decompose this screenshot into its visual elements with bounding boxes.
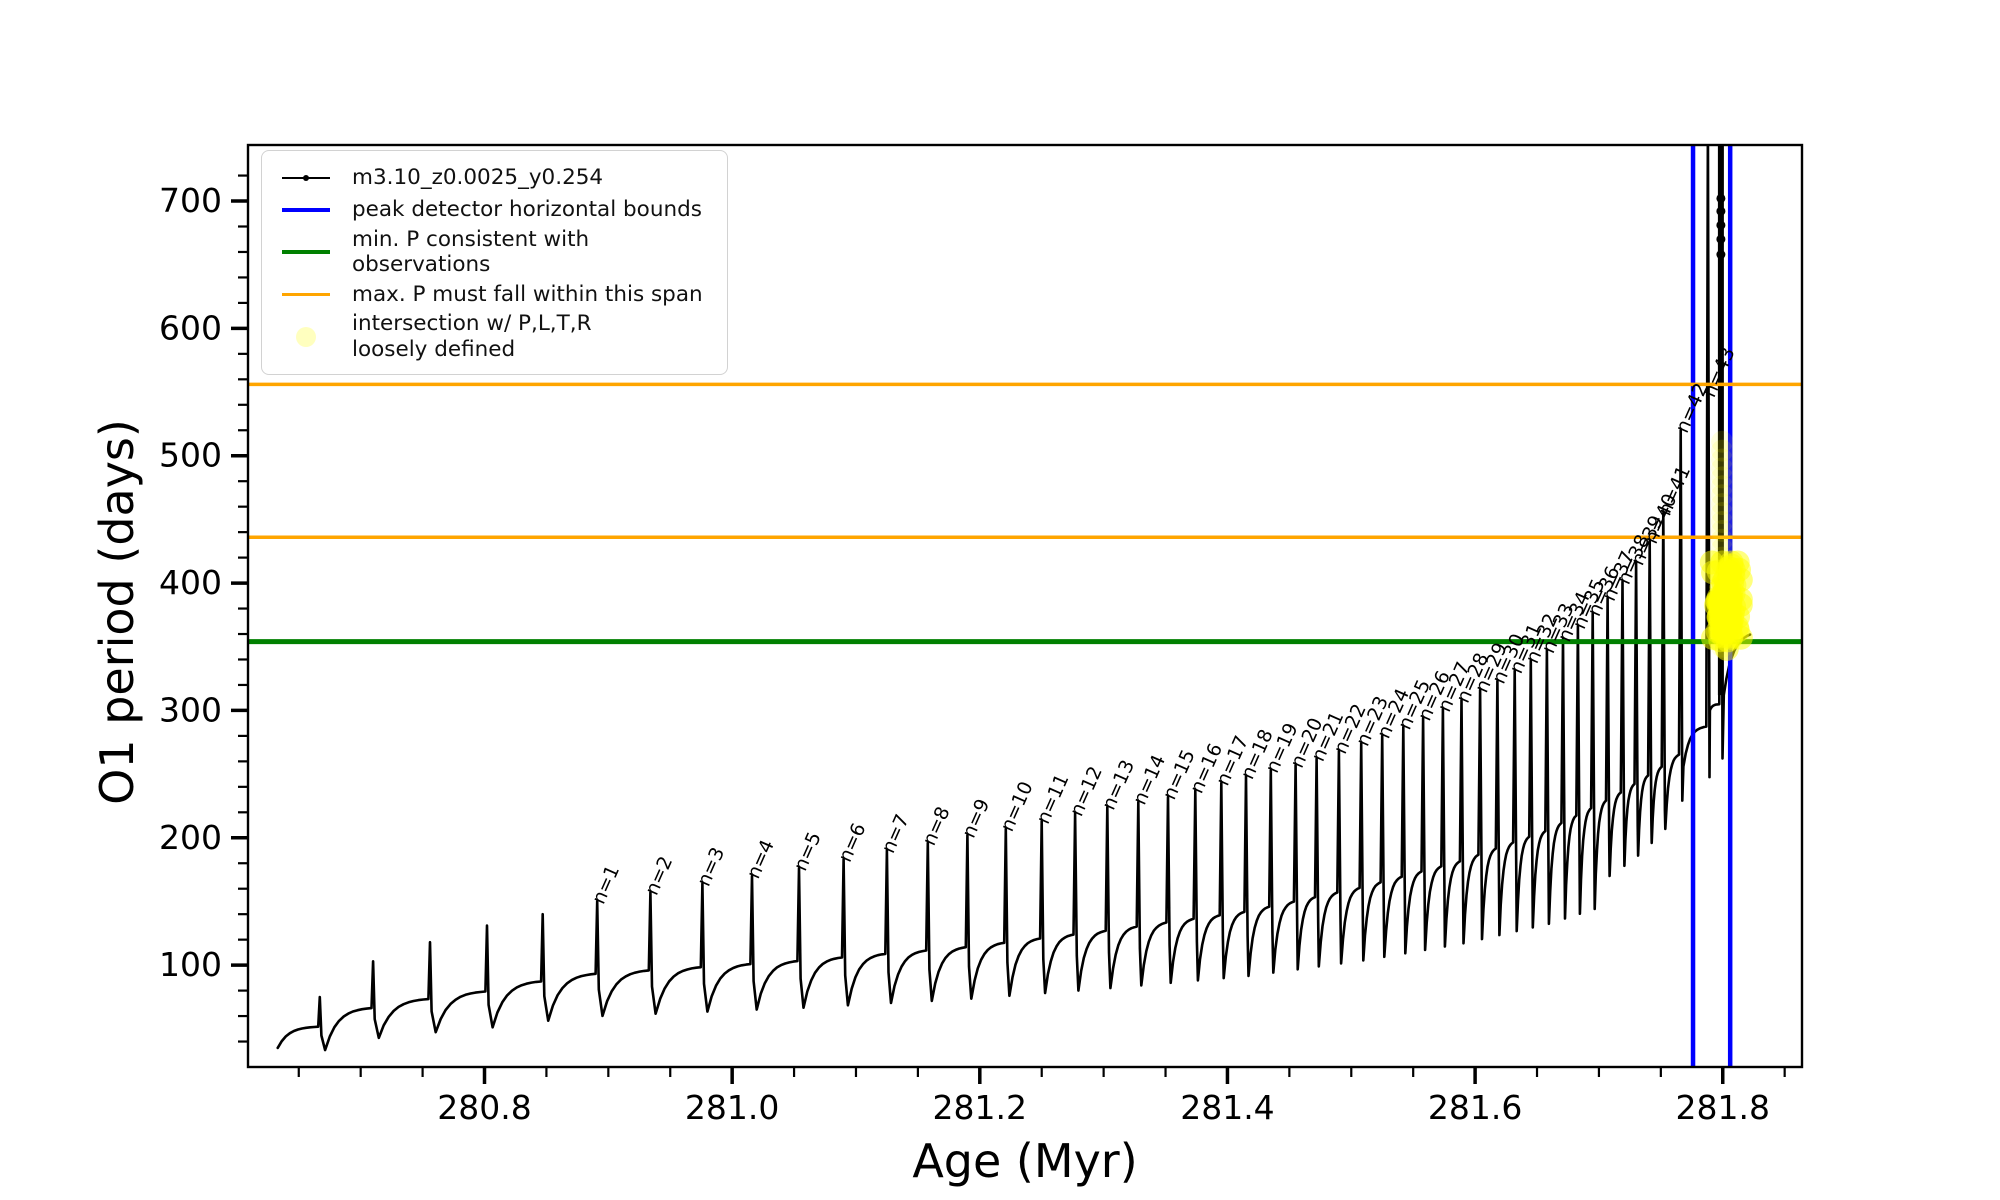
- x-tick-label: 281.0: [685, 1088, 779, 1127]
- pulse-label: n=1: [588, 862, 624, 908]
- pulse-label: n=43: [1698, 344, 1739, 401]
- spike-marker-dot: [1716, 206, 1726, 216]
- pulse-label: n=13: [1098, 757, 1139, 814]
- axis-ticks: 280.8 281.0 281.2 281.4 281.6 281.8 100 200 300 4…: [159, 174, 1786, 1127]
- blue-line-swatch: [282, 198, 330, 222]
- spike-marker-dot: [1716, 250, 1726, 260]
- pulse-label: n=10: [996, 778, 1037, 835]
- legend-item-series: m3.10_z0.0025_y0.254: [262, 163, 727, 193]
- intersection-point: [1711, 502, 1734, 525]
- intersection-point: [1716, 583, 1741, 608]
- y-tick-label: 400: [159, 563, 222, 602]
- pulse-label: n=2: [641, 853, 677, 899]
- x-tick-label: 281.4: [1180, 1088, 1274, 1127]
- spike-marker-dot: [1716, 220, 1726, 230]
- intersection-point: [1711, 493, 1734, 516]
- intersection-point: [1711, 439, 1734, 462]
- x-tick-label: 281.6: [1428, 1088, 1522, 1127]
- legend-item-min-p: min. P consistent with observations: [262, 227, 727, 278]
- intersection-point: [1711, 466, 1734, 489]
- pulse-label: n=11: [1032, 771, 1073, 828]
- y-tick-label: 600: [159, 308, 222, 347]
- pulse-label: n=6: [834, 820, 870, 866]
- intersection-point: [1711, 528, 1734, 551]
- x-axis-label: Age (Myr): [912, 1134, 1138, 1188]
- pulse-label: n=5: [789, 829, 825, 875]
- spike-marker-dot: [1716, 193, 1726, 203]
- pulse-label: n=3: [693, 844, 729, 890]
- legend: m3.10_z0.0025_y0.254 peak detector horiz…: [261, 150, 728, 375]
- series-line-swatch: [282, 166, 330, 190]
- intersection-point: [1711, 457, 1734, 480]
- yellow-marker-swatch: [282, 325, 330, 349]
- legend-item-label: peak detector horizontal bounds: [352, 197, 702, 223]
- intersection-point: [1711, 475, 1734, 498]
- intersection-scatter: [1699, 430, 1753, 661]
- orange-line-swatch: [282, 282, 330, 306]
- pulse-labels: n=1 n=2 n=3 n=4 n=5 n=6 n=7 n=8 n=9 n=10n=11n=12n…: [588, 344, 1740, 907]
- y-axis-label: O1 period (days): [90, 419, 144, 805]
- green-line-swatch: [282, 240, 330, 264]
- x-tick-label: 280.8: [437, 1088, 531, 1127]
- y-tick-label: 700: [159, 181, 222, 220]
- x-tick-label: 281.8: [1676, 1088, 1770, 1127]
- legend-item-label: intersection w/ P,L,T,R loosely defined: [352, 311, 592, 362]
- intersection-point: [1715, 558, 1740, 583]
- intersection-point: [1711, 484, 1734, 507]
- legend-item-label: m3.10_z0.0025_y0.254: [352, 165, 604, 191]
- legend-item-intersection: intersection w/ P,L,T,R loosely defined: [262, 311, 727, 362]
- pulse-label: n=12: [1066, 763, 1107, 820]
- intersection-point: [1711, 430, 1734, 453]
- intersection-point: [1711, 519, 1734, 542]
- y-tick-label: 300: [159, 690, 222, 729]
- intersection-point: [1711, 448, 1734, 471]
- x-tick-label: 281.2: [933, 1088, 1027, 1127]
- legend-item-peak-bounds: peak detector horizontal bounds: [262, 195, 727, 225]
- pulse-label: n=41: [1654, 462, 1695, 519]
- intersection-point: [1711, 510, 1734, 533]
- axes-frame: [246, 143, 1804, 1069]
- spike-marker-dot: [1716, 234, 1726, 244]
- y-tick-label: 500: [159, 436, 222, 475]
- legend-item-label: max. P must fall within this span: [352, 281, 703, 307]
- pulse-label: n=9: [958, 796, 994, 842]
- legend-item-max-p: max. P must fall within this span: [262, 279, 727, 309]
- series-line: [276, 145, 1752, 1052]
- y-tick-label: 100: [159, 945, 222, 984]
- pulse-label: n=4: [742, 836, 778, 882]
- pulse-label: n=7: [877, 811, 913, 857]
- y-tick-label: 200: [159, 818, 222, 857]
- pulse-label: n=8: [918, 803, 954, 849]
- legend-item-label: min. P consistent with observations: [352, 226, 590, 278]
